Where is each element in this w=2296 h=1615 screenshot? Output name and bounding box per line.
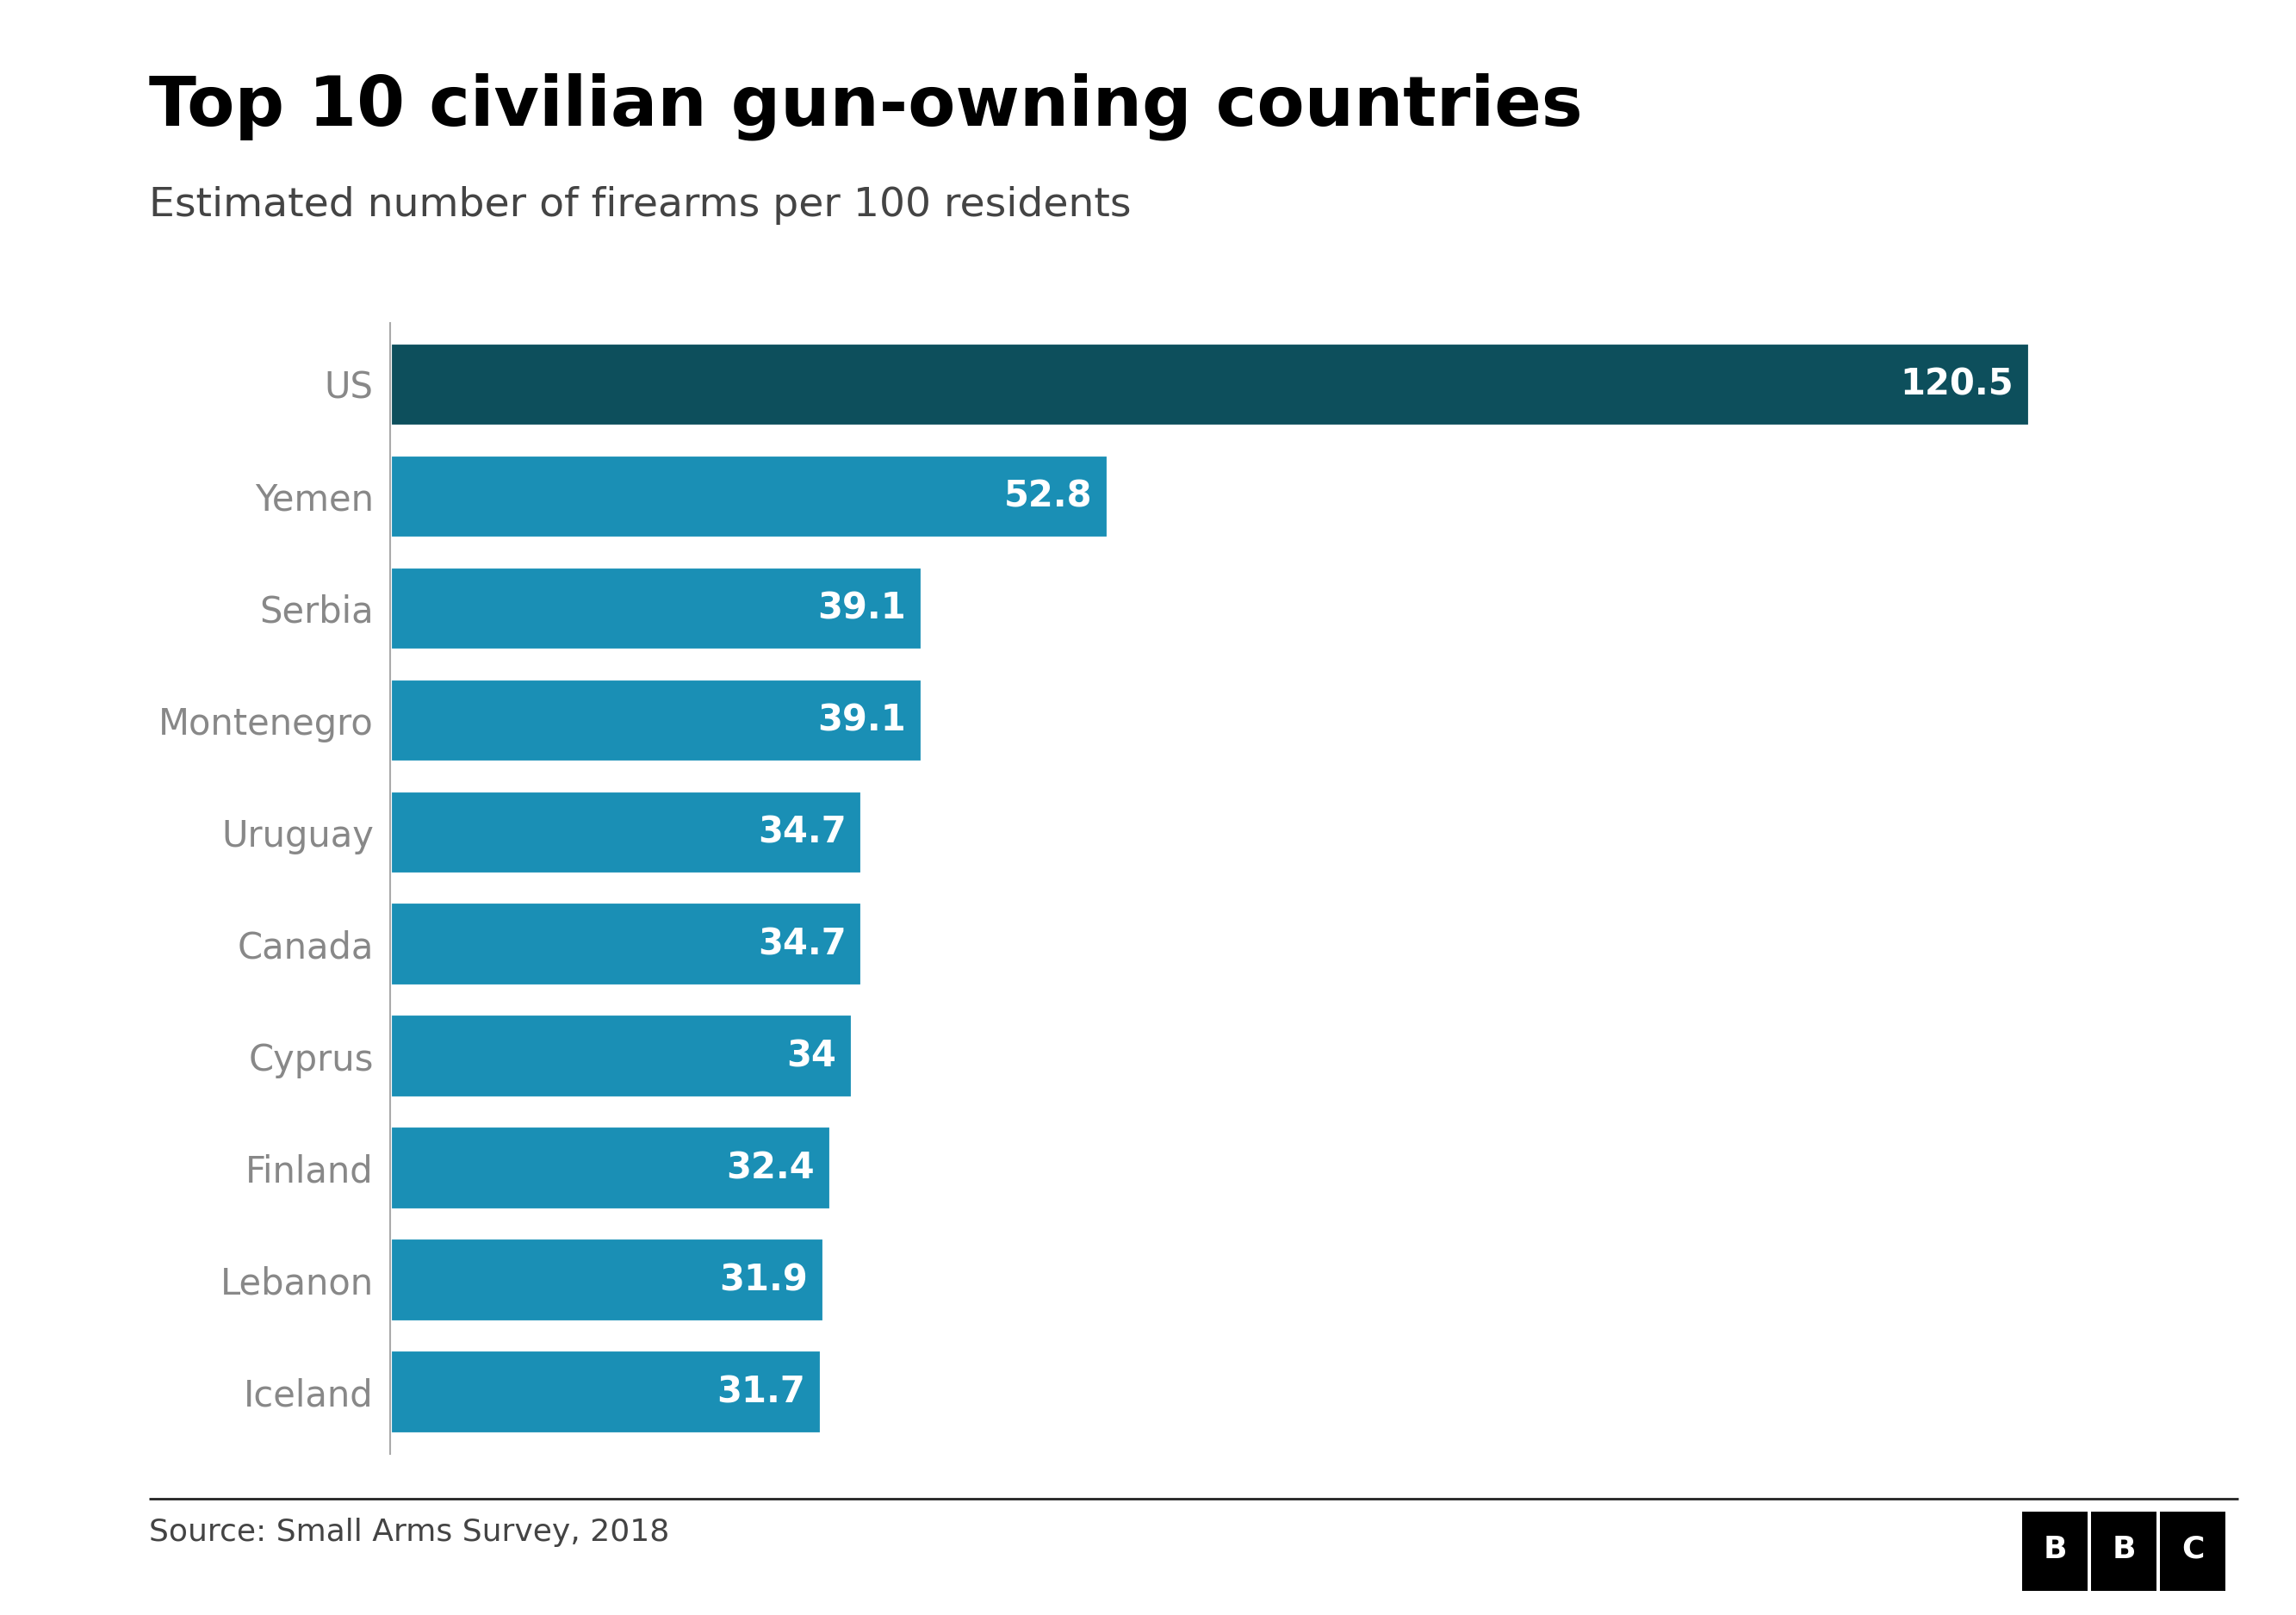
Bar	[390, 1126, 831, 1210]
Bar	[390, 903, 863, 987]
Text: Source: Small Arms Survey, 2018: Source: Small Arms Survey, 2018	[149, 1518, 670, 1547]
Text: B: B	[2112, 1534, 2135, 1563]
Text: B: B	[2043, 1534, 2066, 1563]
Text: 120.5: 120.5	[1901, 367, 2014, 402]
Bar	[390, 567, 923, 651]
Text: 32.4: 32.4	[726, 1150, 815, 1185]
Text: 31.7: 31.7	[716, 1374, 806, 1410]
Text: 31.9: 31.9	[719, 1261, 808, 1298]
Text: 39.1: 39.1	[817, 703, 907, 738]
Bar	[390, 678, 923, 762]
Text: 34.7: 34.7	[758, 814, 847, 851]
Text: C: C	[2181, 1534, 2204, 1563]
Bar	[390, 1014, 852, 1098]
Bar	[390, 1239, 824, 1323]
Bar	[390, 342, 2030, 426]
Text: Estimated number of firearms per 100 residents: Estimated number of firearms per 100 res…	[149, 186, 1132, 224]
Text: 34: 34	[788, 1038, 836, 1074]
Bar	[2161, 1512, 2225, 1591]
Bar	[390, 454, 1109, 538]
Text: Top 10 civilian gun-owning countries: Top 10 civilian gun-owning countries	[149, 73, 1582, 141]
Text: 52.8: 52.8	[1003, 478, 1093, 515]
Bar	[390, 1350, 822, 1434]
Bar	[2092, 1512, 2156, 1591]
Text: 34.7: 34.7	[758, 925, 847, 963]
Text: 39.1: 39.1	[817, 591, 907, 627]
Bar	[390, 790, 863, 874]
Bar	[2023, 1512, 2087, 1591]
